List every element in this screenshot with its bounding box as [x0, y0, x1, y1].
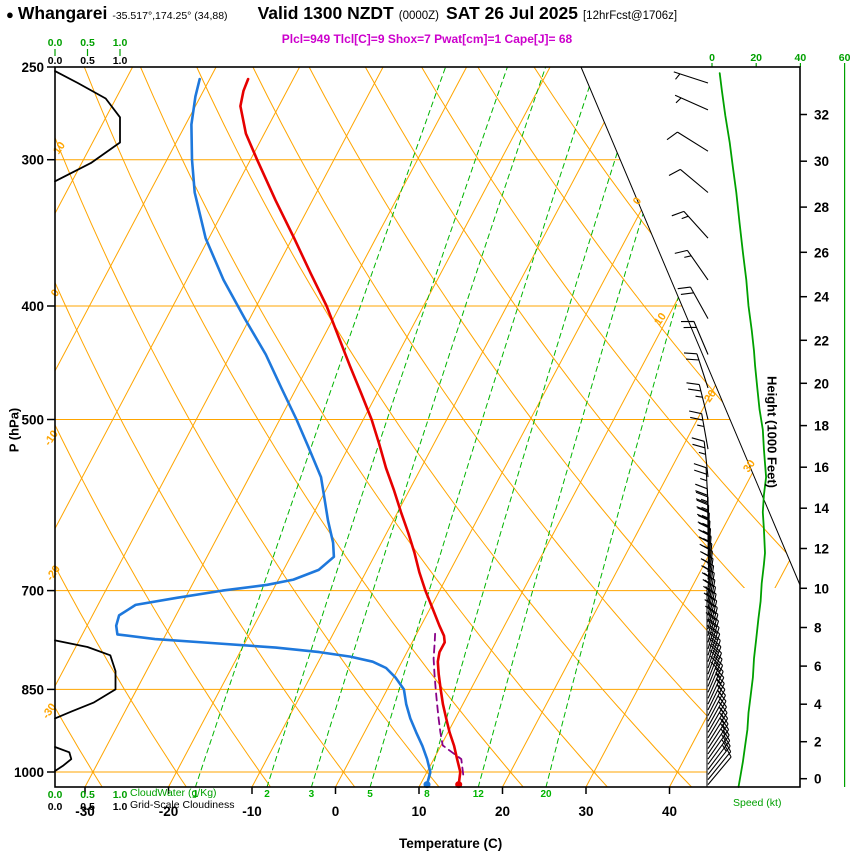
- svg-text:12: 12: [473, 789, 485, 800]
- svg-text:5: 5: [367, 789, 373, 800]
- station-bullet-icon: ●: [6, 7, 14, 22]
- svg-text:12: 12: [814, 542, 829, 557]
- svg-text:32: 32: [814, 108, 829, 123]
- station-name: Whangarei: [17, 3, 108, 23]
- svg-text:10: 10: [51, 140, 68, 157]
- svg-text:1.0: 1.0: [113, 801, 128, 813]
- svg-text:30: 30: [741, 458, 758, 475]
- svg-text:1000: 1000: [14, 765, 44, 780]
- svg-text:0.5: 0.5: [80, 801, 95, 813]
- svg-text:0.0: 0.0: [48, 55, 63, 67]
- valid-time-utc: (0000Z): [398, 10, 440, 22]
- stability-parameters: Plcl=949 Tlcl[C]=9 Shox=7 Pwat[cm]=1 Cap…: [281, 32, 573, 46]
- svg-text:0: 0: [631, 195, 644, 207]
- svg-text:0.5: 0.5: [80, 37, 95, 49]
- forecast-run-info: [12hrFcst@1706z]: [582, 10, 678, 22]
- svg-text:20: 20: [495, 804, 510, 819]
- valid-time: Valid 1300 NZDT: [257, 3, 394, 23]
- svg-text:22: 22: [814, 333, 829, 348]
- svg-text:0.5: 0.5: [80, 789, 95, 801]
- svg-text:3: 3: [309, 789, 315, 800]
- svg-text:1.0: 1.0: [113, 55, 128, 67]
- svg-text:0: 0: [332, 804, 340, 819]
- svg-text:14: 14: [814, 501, 830, 516]
- cloudiness-axis-label: Grid-Scale Cloudiness: [130, 799, 235, 811]
- svg-text:0.5: 0.5: [80, 55, 95, 67]
- station-coordinates: -35.517°,174.25° (34,88): [112, 10, 228, 22]
- svg-text:8: 8: [424, 789, 430, 800]
- svg-text:8: 8: [814, 620, 822, 635]
- svg-text:16: 16: [814, 460, 830, 475]
- pressure-axis-label: P (hPa): [6, 407, 22, 453]
- svg-text:24: 24: [814, 290, 830, 305]
- svg-text:250: 250: [21, 60, 44, 75]
- svg-text:20: 20: [540, 789, 552, 800]
- svg-text:60: 60: [839, 52, 850, 64]
- svg-text:20: 20: [702, 388, 719, 405]
- svg-text:30: 30: [814, 154, 829, 169]
- svg-text:-30: -30: [75, 804, 95, 819]
- cloudwater-axis-label: CloudWater (g/Kg): [130, 787, 217, 799]
- svg-text:10: 10: [652, 311, 669, 328]
- temperature-axis-label: Temperature (C): [399, 836, 503, 851]
- title-bar: ● Whangarei -35.517°,174.25° (34,88) Val…: [6, 3, 677, 24]
- svg-text:-20: -20: [44, 563, 63, 583]
- svg-text:18: 18: [814, 419, 830, 434]
- svg-text:26: 26: [814, 245, 830, 260]
- svg-text:-20: -20: [159, 804, 179, 819]
- svg-text:28: 28: [814, 200, 830, 215]
- svg-text:1: 1: [193, 789, 199, 800]
- svg-text:10: 10: [411, 804, 426, 819]
- svg-text:0: 0: [814, 772, 822, 787]
- svg-text:1.0: 1.0: [113, 37, 128, 49]
- svg-text:6: 6: [814, 659, 822, 674]
- svg-text:0.0: 0.0: [48, 789, 63, 801]
- height-axis-label: Height (1000 Feet): [764, 376, 780, 488]
- svg-text:-10: -10: [242, 804, 262, 819]
- svg-text:20: 20: [750, 52, 762, 64]
- speed-axis-label: Speed (kt): [733, 797, 782, 809]
- svg-text:10: 10: [814, 581, 829, 596]
- svg-text:2: 2: [264, 789, 270, 800]
- svg-text:500: 500: [21, 413, 44, 428]
- svg-text:850: 850: [21, 682, 44, 697]
- svg-text:2: 2: [814, 735, 822, 750]
- svg-text:1.0: 1.0: [113, 789, 128, 801]
- svg-text:0.0: 0.0: [48, 801, 63, 813]
- svg-text:4: 4: [814, 697, 822, 712]
- svg-text:0: 0: [709, 52, 715, 64]
- valid-date: SAT 26 Jul 2025: [446, 3, 578, 23]
- svg-text:30: 30: [578, 804, 593, 819]
- svg-text:20: 20: [814, 376, 829, 391]
- svg-text:300: 300: [21, 153, 44, 168]
- svg-text:40: 40: [662, 804, 677, 819]
- svg-text:0.0: 0.0: [48, 37, 63, 49]
- svg-text:400: 400: [21, 299, 44, 314]
- svg-text:700: 700: [21, 584, 44, 599]
- svg-text:40: 40: [795, 52, 807, 64]
